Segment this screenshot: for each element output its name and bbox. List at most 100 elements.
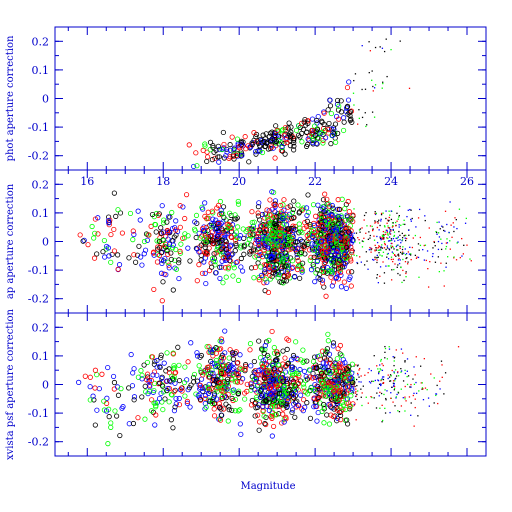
data-point [295,258,301,264]
data-point [234,379,241,385]
data-point [393,231,396,233]
data-point [424,215,426,217]
data-point [403,279,405,282]
data-point [253,151,259,157]
data-point [300,347,306,353]
data-point [87,397,93,403]
data-point [232,396,239,403]
data-point [255,204,262,210]
data-point [311,254,317,260]
data-point [407,229,410,231]
data-point [186,142,192,148]
data-point [215,154,221,160]
data-point [383,50,386,53]
data-point [454,217,456,219]
data-point [316,394,322,401]
data-point [363,237,365,239]
data-point [379,368,381,370]
data-point [279,143,285,150]
data-point [328,241,335,247]
data-point [255,213,261,219]
data-point [361,404,363,407]
data-point [449,240,451,242]
data-point [470,260,472,262]
data-point [321,401,327,408]
data-point [347,384,353,390]
data-point [398,230,400,233]
data-point [325,331,331,337]
data-point [389,231,391,233]
data-point [386,231,388,233]
data-point [165,259,171,265]
data-point [289,407,296,413]
data-point [252,387,258,393]
data-point [370,396,372,398]
data-point [412,394,414,397]
data-point [366,260,368,262]
data-point [330,413,337,420]
data-point [319,244,325,250]
data-point [340,402,346,408]
data-point [276,141,282,147]
data-point [261,247,267,253]
data-point [306,367,313,373]
data-point [286,120,292,126]
data-point [163,241,169,248]
data-point [364,112,366,114]
data-point [397,239,399,242]
data-point [403,219,405,221]
data-point [166,265,172,271]
data-point [178,241,184,247]
data-point [424,387,427,389]
data-point [82,373,88,379]
data-point [236,145,243,151]
data-point [329,202,335,209]
data-point [385,210,387,212]
data-point [216,159,222,165]
data-point [450,224,452,226]
data-point [101,237,107,244]
data-point [337,257,343,263]
data-point [95,231,101,237]
data-point [383,236,385,239]
data-point [395,225,397,227]
data-point [400,371,402,373]
data-point [117,432,123,439]
data-point [392,237,395,240]
data-point [361,116,364,119]
data-point [205,390,212,396]
data-point [108,420,114,426]
data-point [363,264,366,266]
data-point [379,407,381,409]
data-point [394,380,396,382]
data-point [232,212,238,218]
data-point [160,406,166,413]
data-point [266,337,272,343]
data-point [287,203,293,209]
data-point [383,247,386,249]
data-point [436,221,438,224]
data-point [278,202,284,209]
data-point [334,407,341,413]
data-point [149,211,156,218]
data-point [105,218,112,224]
data-point [294,266,301,273]
data-point [231,387,237,393]
data-point [273,218,279,224]
data-point [246,236,252,242]
data-point [320,360,326,366]
data-point [392,252,394,254]
data-point [325,268,332,274]
data-point [446,238,448,240]
data-point [226,355,232,361]
data-point [281,221,287,227]
data-point [233,229,240,235]
data-point [440,238,442,240]
data-point [422,399,425,401]
data-point [354,73,357,75]
data-point [380,212,383,215]
data-point [374,84,377,86]
data-point [438,270,440,273]
data-point [235,372,241,378]
data-point [414,374,416,376]
